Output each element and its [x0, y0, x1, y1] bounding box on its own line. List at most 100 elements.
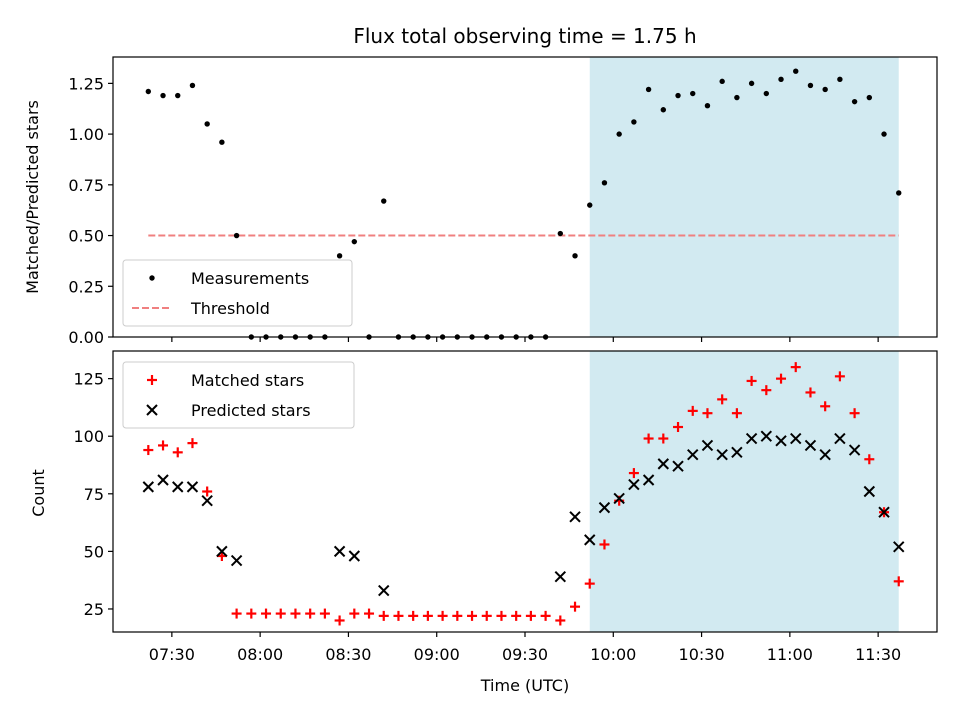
measurement-point: [896, 190, 902, 196]
matched-stars-point: [702, 408, 713, 419]
measurement-point: [381, 198, 387, 204]
matched-stars-point: [643, 433, 654, 444]
x-b: [157, 474, 169, 486]
predicted-stars-point: [863, 485, 876, 498]
measurement-point: [587, 202, 593, 208]
top-y-axis-title: Matched/Predicted stars: [23, 100, 42, 294]
matched-stars-point: [319, 608, 330, 619]
matched-stars-point: [511, 610, 522, 621]
top-y-tick-label: 0.00: [68, 328, 104, 347]
measurement-point: [557, 230, 564, 237]
predicted-stars-point: [584, 534, 596, 546]
bottom-plot-panel: 25 50 75 100 125 07:30 08:00 08:30 09:00 09:30 10:…: [73, 350, 938, 664]
matched-stars-point: [364, 608, 375, 619]
bottom-y-tick-label: 50: [84, 542, 104, 561]
x-b: [172, 481, 184, 493]
measurement-point: [145, 88, 152, 95]
measurement-point: [719, 78, 725, 85]
matched-stars-point: [776, 373, 787, 384]
x-b: [701, 439, 714, 452]
measurement-point: [572, 253, 578, 259]
x-b: [848, 444, 861, 456]
x-axis-title: Time (UTC): [480, 676, 569, 695]
measurement-point: [175, 92, 181, 99]
matched-stars-point: [290, 608, 301, 619]
chart-title: Flux total observing time = 1.75 h: [353, 24, 696, 48]
predicted-stars-point: [657, 458, 670, 470]
matched-stars-point: [834, 371, 845, 382]
measurement-point: [189, 82, 196, 89]
matched-stars-point: [467, 610, 478, 621]
matched-stars-point: [187, 438, 198, 449]
measurement-point: [204, 121, 210, 127]
x-b: [878, 506, 890, 518]
x-b: [216, 545, 228, 558]
matched-stars-point: [687, 405, 698, 416]
measurement-point: [748, 80, 755, 87]
measurement-point: [675, 92, 681, 99]
measurement-point: [793, 68, 799, 74]
top-y-tick-label: 1.25: [68, 74, 104, 93]
predicted-stars-point: [804, 439, 817, 452]
bottom-y-tick-label: 75: [84, 485, 104, 504]
x-b: [863, 485, 876, 498]
measurement-point: [866, 94, 873, 101]
matched-stars-point: [525, 610, 536, 621]
matched-stars-point: [261, 608, 272, 619]
matched-stars-point: [334, 615, 345, 626]
matched-stars-point: [717, 394, 728, 405]
legend-label: Matched stars: [191, 371, 304, 390]
matched-stars-point: [349, 608, 360, 619]
predicted-stars-point: [731, 446, 743, 459]
top-observing-span: [589, 57, 899, 337]
measurement-point: [631, 119, 637, 125]
predicted-stars-point: [598, 501, 611, 514]
predicted-stars-point: [701, 439, 714, 452]
measurement-point: [851, 98, 858, 105]
predicted-stars-point: [216, 545, 228, 558]
legend-dot-marker: [149, 275, 155, 281]
legend-x-marker: [146, 404, 158, 416]
x-b: [716, 448, 728, 461]
x-b: [186, 481, 199, 493]
predicted-stars-point: [230, 554, 243, 567]
matched-stars-point: [584, 578, 595, 589]
x-b: [775, 435, 787, 447]
predicted-stars-point: [554, 571, 567, 583]
x-b: [142, 481, 155, 493]
matched-stars-point: [540, 610, 551, 621]
predicted-stars-point: [186, 481, 199, 493]
measurement-point: [616, 131, 622, 137]
matched-stars-point: [378, 610, 389, 621]
x-b: [804, 439, 817, 452]
predicted-stars-point: [672, 460, 684, 472]
predicted-stars-point: [142, 481, 155, 493]
measurement-point: [160, 92, 166, 99]
bottom-y-axis-title: Count: [29, 469, 48, 517]
legend-label: Predicted stars: [191, 401, 311, 420]
matched-stars-point: [408, 610, 419, 621]
top-legend: Measurements Threshold: [122, 259, 353, 327]
measurement-point: [219, 139, 225, 145]
legend-box: [122, 361, 355, 429]
x-b: [642, 474, 655, 486]
predicted-stars-point: [893, 541, 905, 553]
predicted-stars-point: [848, 444, 861, 456]
matched-stars-point: [275, 608, 286, 619]
top-y-tick-label: 0.25: [68, 277, 104, 296]
x-b: [569, 511, 581, 523]
top-y-tick-label: 0.50: [68, 227, 104, 246]
x-b: [731, 446, 743, 459]
x-tick-label: 08:00: [237, 645, 283, 664]
bottom-y-tick-label: 100: [73, 427, 104, 446]
measurement-point: [704, 102, 711, 109]
matched-stars-point: [570, 601, 581, 612]
matched-stars-point: [599, 539, 610, 550]
matched-stars-point: [481, 610, 492, 621]
matched-stars-point: [437, 610, 448, 621]
x-tick-label: 11:30: [855, 645, 901, 664]
legend-plus-marker: [147, 375, 157, 385]
x-b: [760, 430, 773, 442]
predicted-stars-point: [378, 584, 390, 597]
